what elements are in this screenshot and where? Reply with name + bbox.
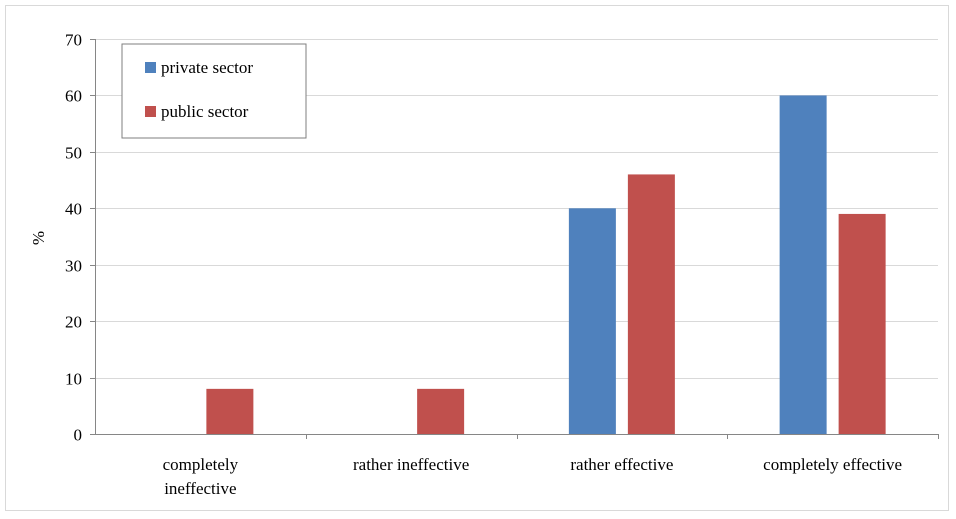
bar-public-sector-2: [627, 174, 675, 434]
y-tick-label: 30: [65, 257, 82, 276]
bar-public-sector-0: [206, 388, 254, 434]
y-tick-label: 20: [65, 313, 82, 332]
legend-box: [121, 43, 307, 139]
y-tick-label: 0: [74, 426, 83, 445]
x-category-label: ineffective: [164, 479, 236, 498]
legend-swatch-public-sector: [145, 106, 156, 117]
x-category-label: rather ineffective: [353, 455, 469, 474]
y-axis-label: %: [29, 231, 48, 245]
x-category-label: rather effective: [570, 455, 673, 474]
bar-public-sector-3: [838, 213, 886, 434]
x-category-label: completely effective: [763, 455, 902, 474]
legend-label-private-sector: private sector: [161, 58, 253, 77]
x-axis: completely ineffective rather ineffective r…: [95, 434, 939, 498]
bars: [206, 95, 886, 434]
y-axis: 0 10 20 30 40 50 60 70: [65, 31, 96, 445]
y-tick-label: 60: [65, 87, 82, 106]
bar-private-sector-2: [568, 208, 616, 434]
y-tick-label: 50: [65, 144, 82, 163]
bar-private-sector-3: [779, 95, 827, 434]
x-category-label: completely: [163, 455, 239, 474]
legend-swatch-private-sector: [145, 62, 156, 73]
y-tick-label: 70: [65, 31, 82, 50]
legend-label-public-sector: public sector: [161, 102, 249, 121]
bar-public-sector-1: [417, 388, 465, 434]
legend: private sector public sector: [121, 43, 307, 139]
y-tick-label: 10: [65, 370, 82, 389]
y-tick-label: 40: [65, 200, 82, 219]
